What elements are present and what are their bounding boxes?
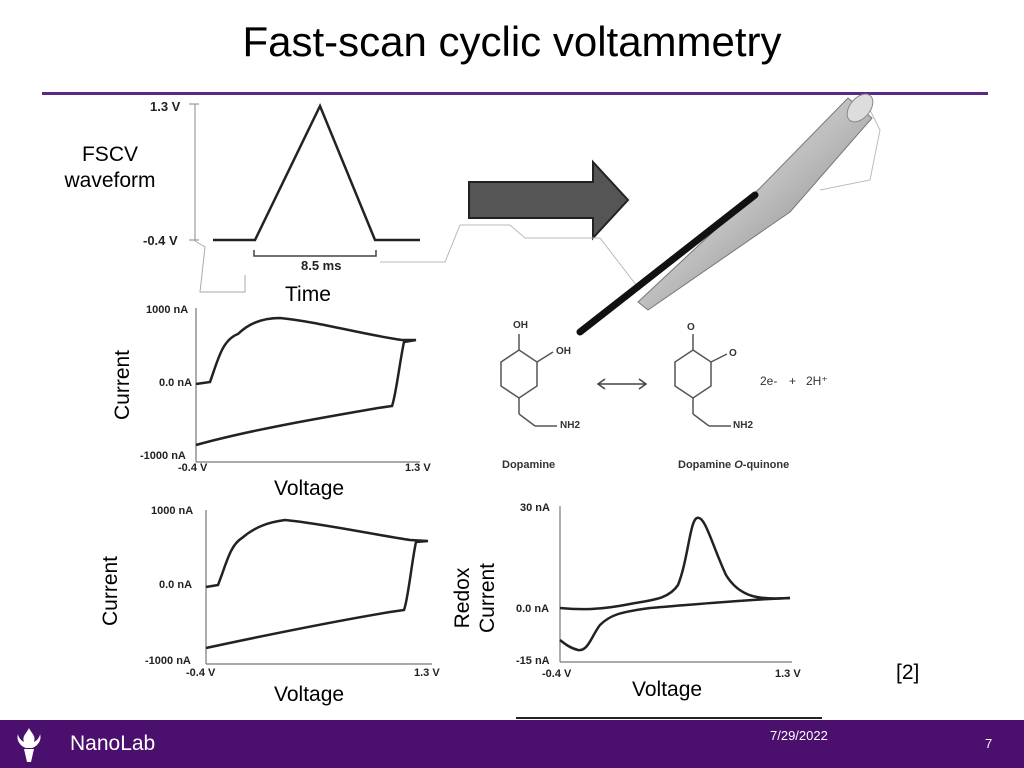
footer-page-number: 7 [985,736,993,751]
cv-bottom-xtick-1: -0.4 V [186,667,216,679]
cv-top-xlabel: Voltage [274,477,345,500]
cv-top-xtick-1: -0.4 V [178,462,208,474]
cv-top-plot [195,308,420,463]
waveform-label-line2: waveform [64,169,156,192]
cv-top-ytick-3: -1000 nA [140,450,186,462]
cv-bottom-xtick-2: 1.3 V [414,667,440,679]
footer-date: 7/29/2022 [770,728,828,743]
quinone-name-o: O [734,459,743,471]
footer-bar: NanoLab 7/29/2022 7 [0,720,1024,768]
scan-edge [194,240,246,293]
cv-bottom-plot [205,510,432,665]
nh2-label-1: NH2 [560,420,581,431]
waveform-trace [213,102,420,242]
waveform-plot [189,102,420,293]
title-rule [42,92,988,95]
dopamine-structure [500,334,557,427]
cv-top-ytick-1: 1000 nA [146,304,189,316]
redox-xtick-2: 1.3 V [775,668,801,680]
protons-label: 2H⁺ [806,374,828,388]
redox-ytick-2: 0.0 nA [516,603,550,615]
carbon-fiber-electrode-icon [576,93,874,336]
scan-artifacts [380,109,881,291]
waveform-ytick-high: 1.3 V [150,99,181,114]
quinone-name-a: Dopamine [678,459,735,471]
cv-top-trace [195,316,417,447]
waveform-ytick-low: -0.4 V [143,233,178,248]
slide-title: Fast-scan cyclic voltammetry [242,18,782,65]
cv-bottom-ytick-1: 1000 nA [151,505,194,517]
dopamine-name: Dopamine [502,459,556,471]
electrons-label: 2e- [760,374,778,388]
double-arrow-icon [596,378,648,390]
cv-top-xtick-2: 1.3 V [405,462,431,474]
waveform-label-line1: FSCV [81,143,138,166]
waveform-duration-bracket [253,250,377,257]
plus-label: + [789,374,797,388]
redox-forward-trace [559,516,791,611]
cv-bottom-ytick-3: -1000 nA [145,655,191,667]
citation: [2] [896,661,920,684]
redox-plot [516,506,822,719]
cv-bottom-xlabel: Voltage [274,683,345,706]
cv-bottom-ytick-2: 0.0 nA [159,579,193,591]
redox-reverse-trace [559,596,791,652]
cv-bottom-trace [205,518,429,650]
cv-top-ytick-2: 0.0 nA [159,377,193,389]
redox-xtick-1: -0.4 V [542,668,572,680]
redox-ytick-3: -15 nA [516,655,550,667]
o-label-1: O [687,322,695,333]
oh-label-2: OH [556,346,571,357]
quinone-name-b: -quinone [742,459,790,471]
waveform-label: FSCV waveform [60,142,160,194]
quinone-structure [674,334,731,427]
right-arrow-icon [468,159,630,241]
redox-ytick-1: 30 nA [520,502,550,514]
nh2-label-2: NH2 [733,420,754,431]
waveform-xlabel: Time [285,283,331,306]
waveform-duration: 8.5 ms [301,258,342,273]
oh-label-1: OH [513,320,528,331]
o-label-2: O [729,348,737,359]
torch-icon [17,728,41,762]
dopamine-reaction [500,334,731,427]
redox-xlabel: Voltage [632,678,703,701]
quinone-name: Dopamine O-quinone [678,459,789,471]
footer-brand: NanoLab [70,732,156,755]
